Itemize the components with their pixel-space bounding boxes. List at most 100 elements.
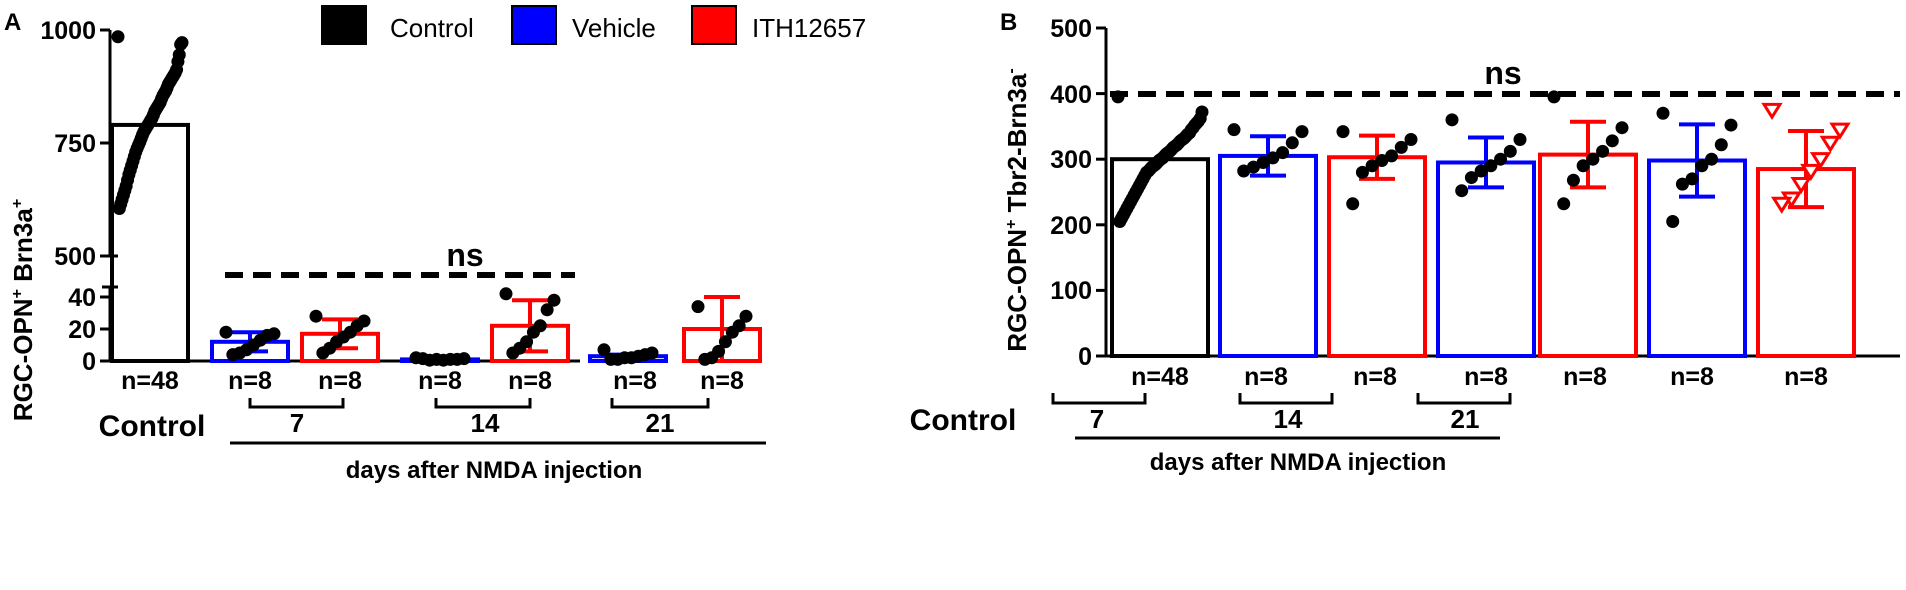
panel-a-data-point <box>112 202 126 216</box>
panel-b-data-point <box>1464 171 1478 185</box>
panel-a-bar-group <box>682 295 762 366</box>
panel-b-bar-group <box>1647 106 1747 358</box>
panel-b-data-point <box>1566 173 1580 187</box>
panel-a-data-point <box>309 309 323 323</box>
panel-b-n-label: n=8 <box>1784 363 1828 391</box>
panel-a-bracket-21 <box>610 398 710 409</box>
panel-b-data-point <box>1445 113 1459 127</box>
panel-b-bracket-14 <box>1238 393 1334 405</box>
panel-b-bar <box>1218 153 1318 358</box>
panel-b-data-point <box>1494 152 1508 166</box>
panel-b-data-point <box>1455 184 1469 198</box>
legend-label-vehicle: Vehicle <box>572 13 656 43</box>
panel-a-n-label: n=8 <box>700 367 744 395</box>
panel-b-bar-group <box>1756 102 1856 358</box>
panel-a-data-point <box>718 335 732 349</box>
panel-b-n-label: n=8 <box>1670 363 1714 391</box>
legend: Control Vehicle ITH12657 <box>321 5 866 45</box>
panel-b-data-point <box>1285 136 1299 150</box>
panel-b-bar <box>1436 160 1536 358</box>
panel-b-data-point <box>1276 146 1290 160</box>
panel-a-data-point <box>226 348 240 362</box>
panel-a-ns-label: ns <box>446 237 483 273</box>
panel-b-bar-group <box>1538 90 1638 358</box>
panel-b-data-point <box>1576 159 1590 173</box>
panel-b-data-point <box>1246 160 1260 174</box>
panel-b-data-point <box>1503 144 1517 158</box>
panel-b-bar-group <box>1327 125 1427 358</box>
panel-b-data-point <box>1761 102 1783 121</box>
panel-b-data-point <box>1800 163 1822 182</box>
panel-b-n-label: n=8 <box>1464 363 1508 391</box>
panel-a-bars <box>110 30 762 367</box>
panel-b-data-point <box>1829 122 1851 140</box>
panel-b-control-title: Control <box>910 404 1017 437</box>
panel-a-n-label: n=8 <box>418 367 462 395</box>
panel-a-bar-group <box>588 343 668 366</box>
panel-b-data-point <box>1714 138 1728 152</box>
panel-a-data-point <box>725 325 739 339</box>
panel-b-data-point <box>1346 197 1360 211</box>
panel-a-data-point <box>219 325 233 339</box>
panel-b-ns-label: ns <box>1484 55 1521 91</box>
legend-label-control: Control <box>390 13 474 43</box>
panel-b-data-point <box>1790 177 1812 195</box>
panel-b-data-point <box>1394 140 1408 154</box>
panel-b-ytick-label: 100 <box>1050 277 1092 305</box>
panel-a-data-point <box>416 352 430 366</box>
legend-label-ith12657: ITH12657 <box>752 13 866 43</box>
panel-a-chart: RGC-OPN+ Brn3a+ 1000 750 500 40 20 0 ns … <box>8 17 766 484</box>
panel-a-bar-group <box>110 30 190 363</box>
panel-b-data-point <box>1111 90 1125 104</box>
panel-a-bracket-7 <box>248 398 345 409</box>
panel-b-data-point <box>1819 135 1841 153</box>
panel-a-ytick-label-750: 750 <box>54 130 96 158</box>
panel-a-data-point <box>499 287 513 301</box>
panel-a-ytick-label-500: 500 <box>54 243 96 271</box>
panel-a-bar-group <box>300 309 380 363</box>
legend-swatch-control <box>321 5 367 45</box>
panel-a-data-point <box>691 300 705 314</box>
panel-b-data-point <box>1724 118 1738 132</box>
panel-b-n-label: n=8 <box>1353 363 1397 391</box>
panel-a-bar-group <box>490 287 570 363</box>
panel-a-data-point <box>111 30 125 44</box>
panel-b-data-point <box>1615 121 1629 135</box>
panel-b-data-point <box>1809 152 1832 170</box>
legend-swatch-vehicle <box>511 5 557 45</box>
panel-b-label: B <box>1000 9 1017 36</box>
panel-b-data-point <box>1695 159 1709 173</box>
panel-b-data-point <box>1484 159 1498 173</box>
legend-swatch-ith12657 <box>691 5 737 45</box>
panel-a-day-7: 7 <box>290 408 304 438</box>
panel-b-day-21: 21 <box>1451 404 1480 434</box>
panel-a-n-label: n=8 <box>228 367 272 395</box>
panel-b-data-point <box>1474 164 1488 178</box>
panel-b-data-point <box>1355 165 1369 179</box>
panel-b-data-point <box>1295 125 1309 139</box>
panel-a-bar-group <box>400 351 480 367</box>
panel-a-ytick-label-20: 20 <box>68 316 96 344</box>
panel-b-data-point <box>1365 159 1379 173</box>
panel-b-data-point <box>1656 106 1670 120</box>
panel-a-data-point <box>174 37 188 51</box>
panel-a-n-label: n=8 <box>508 367 552 395</box>
panel-b-day-7: 7 <box>1090 404 1104 434</box>
panel-b-ytick-label: 0 <box>1078 343 1092 371</box>
panel-b-bracket-7 <box>1051 393 1147 405</box>
panel-b-bar <box>1327 155 1427 358</box>
panel-a-data-point <box>540 303 554 317</box>
panel-a-data-point <box>506 346 520 360</box>
panel-a-ytick-label-1000: 1000 <box>40 17 96 45</box>
panel-b-n-label: n=48 <box>1131 363 1189 391</box>
panel-a-label: A <box>4 9 21 36</box>
panel-b-data-point <box>1557 197 1571 211</box>
panel-b-ytick-label: 200 <box>1050 212 1092 240</box>
panel-b-ytick-label: 400 <box>1050 81 1092 109</box>
panel-b-data-point <box>1666 215 1680 229</box>
panel-b-data-point <box>1336 125 1350 139</box>
panel-a-data-point <box>547 293 561 307</box>
panel-a-control-title: Control <box>99 410 206 443</box>
panel-b-ytick-label: 300 <box>1050 146 1092 174</box>
panel-a-data-point <box>604 352 618 366</box>
